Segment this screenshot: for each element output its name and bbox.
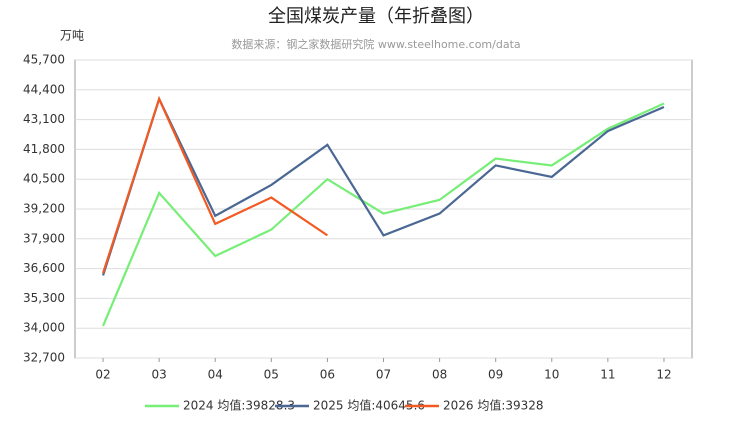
x-tick-label: 07: [376, 368, 391, 382]
y-tick-label: 39,200: [23, 202, 65, 216]
y-tick-label: 44,400: [23, 82, 65, 96]
y-tick-label: 35,300: [23, 291, 65, 305]
x-tick-label: 10: [544, 368, 559, 382]
x-tick-label: 11: [600, 368, 615, 382]
x-tick-label: 04: [208, 368, 223, 382]
legend-label: 2024 均值:39828.3: [183, 398, 295, 413]
series-line: [101, 95, 329, 274]
x-tick-label: 05: [264, 368, 279, 382]
y-tick-label: 32,700: [23, 351, 65, 365]
chart-title: 全国煤炭产量（年折叠图）: [268, 6, 484, 27]
y-tick-label: 40,500: [23, 172, 65, 186]
y-tick-label: 36,600: [23, 261, 65, 275]
y-tick-label: 41,800: [23, 142, 65, 156]
x-tick-label: 06: [320, 368, 335, 382]
x-tick-label: 08: [432, 368, 447, 382]
x-tick-label: 02: [95, 368, 110, 382]
x-tick-label: 03: [151, 368, 166, 382]
x-tick-label: 12: [656, 368, 671, 382]
y-tick-label: 45,700: [23, 53, 65, 67]
series-line: [102, 102, 665, 327]
series-line: [101, 95, 665, 276]
x-tick-label: 09: [488, 368, 503, 382]
chart-subtitle: 数据来源：钢之家数据研究院 www.steelhome.com/data: [231, 37, 520, 51]
y-tick-label: 43,100: [23, 112, 65, 126]
y-tick-label: 34,000: [23, 321, 65, 335]
legend-label: 2025 均值:40645.6: [313, 398, 425, 413]
legend-label: 2026 均值:39328: [443, 398, 544, 413]
y-tick-label: 37,900: [23, 231, 65, 245]
y-axis-unit: 万吨: [60, 29, 84, 43]
